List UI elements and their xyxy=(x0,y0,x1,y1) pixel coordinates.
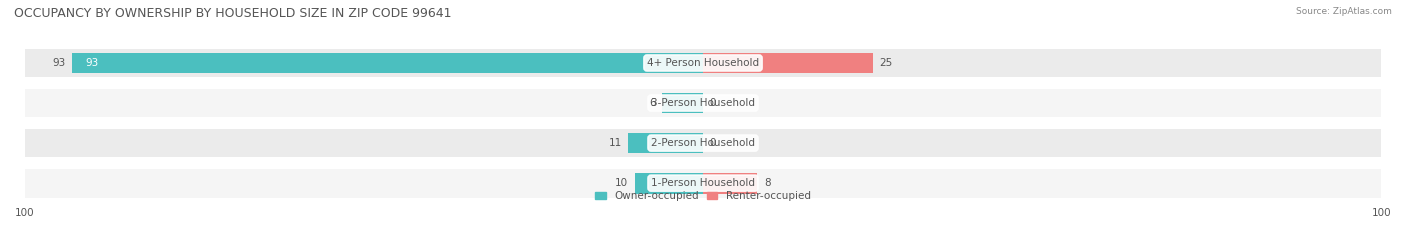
Bar xyxy=(25,48,1381,77)
Bar xyxy=(636,173,703,194)
Bar xyxy=(25,169,1381,198)
Text: 11: 11 xyxy=(609,138,621,148)
Text: 8: 8 xyxy=(763,178,770,188)
Text: 4+ Person Household: 4+ Person Household xyxy=(647,58,759,68)
Bar xyxy=(25,129,1381,158)
Bar xyxy=(628,133,703,154)
Text: 3-Person Household: 3-Person Household xyxy=(651,98,755,108)
Bar xyxy=(72,53,703,73)
Text: OCCUPANCY BY OWNERSHIP BY HOUSEHOLD SIZE IN ZIP CODE 99641: OCCUPANCY BY OWNERSHIP BY HOUSEHOLD SIZE… xyxy=(14,7,451,20)
Text: Source: ZipAtlas.com: Source: ZipAtlas.com xyxy=(1296,7,1392,16)
Bar xyxy=(662,93,703,113)
Text: 93: 93 xyxy=(86,58,98,68)
Bar xyxy=(703,53,873,73)
Legend: Owner-occupied, Renter-occupied: Owner-occupied, Renter-occupied xyxy=(595,191,811,201)
Text: 93: 93 xyxy=(52,58,66,68)
Text: 10: 10 xyxy=(616,178,628,188)
Text: 2-Person Household: 2-Person Household xyxy=(651,138,755,148)
Text: 6: 6 xyxy=(650,98,655,108)
Text: 0: 0 xyxy=(710,138,716,148)
Text: 1-Person Household: 1-Person Household xyxy=(651,178,755,188)
Bar xyxy=(25,89,1381,117)
Text: 0: 0 xyxy=(710,98,716,108)
Text: 25: 25 xyxy=(879,58,893,68)
Bar xyxy=(703,173,758,194)
